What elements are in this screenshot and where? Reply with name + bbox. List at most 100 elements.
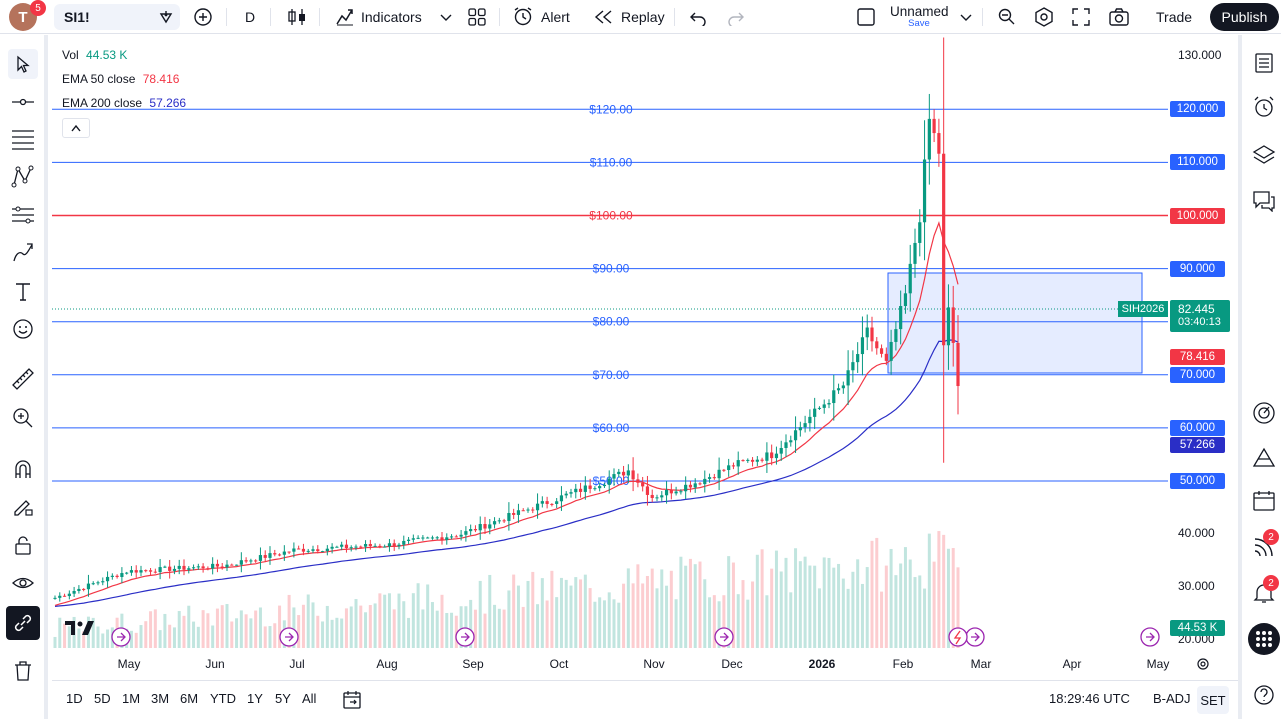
brush-tool[interactable]: [8, 238, 38, 268]
text-tool[interactable]: [8, 276, 38, 306]
range-button-all[interactable]: All: [302, 691, 317, 706]
event-marker-icon[interactable]: [714, 627, 734, 647]
range-button-1m[interactable]: 1M: [122, 691, 141, 706]
volume-legend[interactable]: Vol 44.53 K: [62, 48, 127, 62]
quick-search-button[interactable]: [996, 0, 1016, 34]
ema200-legend[interactable]: EMA 200 close 57.266: [62, 96, 186, 110]
candle-body: [316, 549, 320, 552]
replay-button[interactable]: Replay: [593, 0, 665, 34]
volume-bar: [712, 595, 716, 648]
range-button-5d[interactable]: 5D: [94, 691, 111, 706]
layout-menu-button[interactable]: [959, 0, 973, 34]
volume-bar: [58, 617, 62, 648]
apps-button[interactable]: [1248, 623, 1280, 655]
volume-bar: [665, 585, 669, 648]
search-icon: [998, 8, 1015, 25]
redo-button[interactable]: [727, 0, 745, 34]
volume-bar: [650, 568, 654, 648]
alert-button[interactable]: Alert: [513, 0, 570, 34]
settings-axis-icon[interactable]: [1197, 658, 1209, 670]
calendar-button[interactable]: [1248, 485, 1280, 517]
sync-drawings-tool[interactable]: [6, 606, 40, 640]
symbol-search[interactable]: SI1!: [54, 4, 180, 30]
candle-body: [741, 460, 745, 462]
volume-bar: [321, 621, 325, 648]
pattern-tool[interactable]: [8, 162, 38, 192]
volume-bar: [211, 625, 215, 648]
snapshot-button[interactable]: [1108, 0, 1130, 34]
emoji-tool[interactable]: [8, 314, 38, 344]
chat-button[interactable]: [1248, 185, 1280, 217]
ema50-legend[interactable]: EMA 50 close 78.416: [62, 72, 179, 86]
magnet-tool[interactable]: [8, 454, 38, 484]
candle-body: [449, 536, 454, 538]
indicator-templates-button[interactable]: [439, 0, 453, 34]
goto-date-button[interactable]: [342, 690, 362, 713]
adjustment-toggle[interactable]: B-ADJ: [1153, 691, 1191, 706]
range-button-1d[interactable]: 1D: [66, 691, 83, 706]
range-button-5y[interactable]: 5Y: [275, 691, 291, 706]
drawing-mode-tool[interactable]: [8, 492, 38, 522]
volume-bar: [139, 625, 143, 648]
clock[interactable]: 18:29:46 UTC: [1049, 691, 1130, 706]
collapse-legend-button[interactable]: [62, 118, 90, 138]
ideas-button[interactable]: [1248, 441, 1280, 473]
publish-button[interactable]: Publish: [1210, 3, 1279, 31]
range-button-3m[interactable]: 3M: [151, 691, 170, 706]
candle-body: [297, 548, 301, 550]
range-button-6m[interactable]: 6M: [180, 691, 199, 706]
settings-button[interactable]: [1034, 0, 1054, 34]
candle-body: [722, 469, 726, 471]
object-tree-button[interactable]: [1248, 139, 1280, 171]
symbol-type-icon[interactable]: [158, 9, 174, 25]
interval-button[interactable]: D: [245, 0, 255, 34]
trend-line-tool[interactable]: [8, 87, 38, 117]
event-marker-icon[interactable]: [279, 627, 299, 647]
candle-body: [727, 465, 731, 471]
measure-tool[interactable]: [8, 364, 38, 394]
technicals-button[interactable]: [1248, 397, 1280, 429]
last-price-tag[interactable]: 82.445 03:40:13: [1170, 300, 1230, 332]
event-marker-icon[interactable]: [1140, 627, 1160, 647]
volume-bar: [163, 613, 167, 648]
candle-body: [206, 568, 210, 570]
trade-button[interactable]: Trade: [1156, 0, 1192, 34]
dividend-marker-icon[interactable]: [948, 627, 968, 647]
forecast-tool[interactable]: [8, 200, 38, 230]
candle-body: [942, 153, 946, 346]
volume-bar: [856, 559, 860, 648]
price-chart[interactable]: $120.00 $110.00 $100.00 $90.00 $80.00 $70.00 $…: [52, 35, 1238, 680]
watchlist-button[interactable]: [1248, 47, 1280, 79]
layouts-button[interactable]: [467, 0, 487, 34]
ema50-tag: 78.416: [1170, 349, 1225, 365]
fib-tool[interactable]: [8, 124, 38, 154]
indicators-button[interactable]: Indicators: [335, 0, 422, 34]
volume-bar: [182, 615, 186, 648]
chart-type-button[interactable]: [286, 0, 308, 34]
candle-body: [201, 566, 205, 569]
event-marker-icon[interactable]: [965, 627, 985, 647]
time-axis-label: Dec: [721, 657, 742, 671]
range-button-ytd[interactable]: YTD: [210, 691, 236, 706]
lock-tool[interactable]: [8, 530, 38, 560]
grid-icon: [468, 8, 486, 26]
fullscreen-button[interactable]: [1071, 0, 1091, 34]
zoom-tool[interactable]: [8, 403, 38, 433]
help-button[interactable]: [1248, 679, 1280, 711]
gauge-icon: [1253, 402, 1275, 424]
alerts-panel-button[interactable]: [1248, 91, 1280, 123]
compare-button[interactable]: [193, 0, 213, 34]
cursor-tool[interactable]: [8, 49, 38, 79]
remove-drawings-tool[interactable]: [8, 656, 38, 686]
range-button-1y[interactable]: 1Y: [247, 691, 263, 706]
event-marker-icon[interactable]: [111, 627, 131, 647]
price-axis-label: 30.000: [1178, 579, 1215, 594]
rectangle-drawing[interactable]: [887, 272, 1143, 374]
event-marker-icon[interactable]: [455, 627, 475, 647]
layout-name[interactable]: Unnamed Save: [890, 4, 949, 29]
undo-button[interactable]: [689, 0, 707, 34]
layout-select-checkbox[interactable]: [856, 0, 876, 34]
volume-bar: [187, 605, 191, 648]
visibility-tool[interactable]: [8, 568, 38, 598]
session-toggle[interactable]: SET: [1197, 686, 1229, 714]
